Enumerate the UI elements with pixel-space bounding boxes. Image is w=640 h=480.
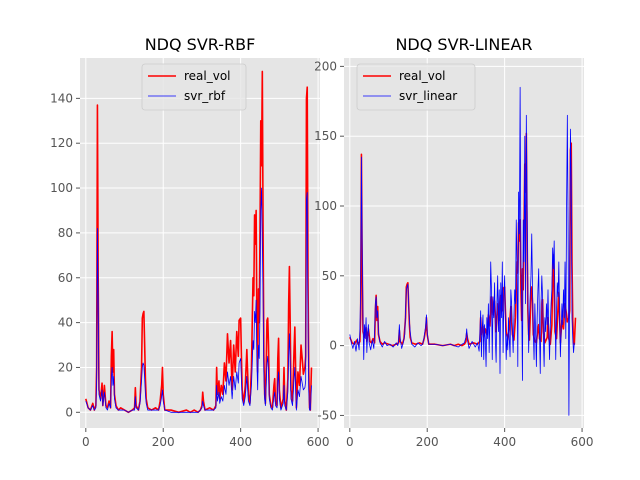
right-ytick-label: -50: [317, 408, 337, 422]
left-legend: real_vol svr_rbf: [141, 63, 247, 111]
right-ytick-label: 200: [314, 59, 337, 73]
right-ytick-label: 150: [314, 129, 337, 143]
right-xtick-label: 0: [346, 435, 354, 449]
right-ytick-label: 100: [314, 199, 337, 213]
right-ytick-label: 0: [329, 339, 337, 353]
right-xtick-label: 600: [571, 435, 594, 449]
left-chart: NDQ SVR-RBF: [145, 35, 256, 54]
right-legend-label-real_vol: real_vol: [399, 69, 446, 83]
right-legend-label-svr_linear: svr_linear: [399, 89, 457, 103]
right-chart: NDQ SVR-LINEAR: [395, 35, 532, 54]
left-ytick-label: 80: [58, 226, 73, 240]
left-plot-area: [80, 58, 320, 428]
right-chart-title: NDQ SVR-LINEAR: [395, 35, 532, 54]
left-plot: 0 200 400 600 0 20 40 60 80 100 120 140 real_vol svr_…: [50, 58, 330, 449]
left-legend-label-real_vol: real_vol: [184, 69, 231, 83]
left-ytick-label: 60: [58, 271, 73, 285]
left-xtick-label: 400: [229, 435, 252, 449]
left-ytick-label: 120: [50, 136, 73, 150]
right-series-svr_linear: [349, 86, 575, 416]
left-ytick-label: 140: [50, 91, 73, 105]
right-plot: 0 200 400 600 -50 0 50 100 150 200 real_vol svr_lin…: [314, 58, 594, 449]
left-series-svr_rbf: [85, 187, 312, 413]
left-ytick-label: 100: [50, 181, 73, 195]
right-ytick-label: 50: [322, 269, 337, 283]
left-ytick-label: 20: [58, 360, 73, 374]
left-ytick-label: 40: [58, 316, 73, 330]
left-xtick-label: 600: [307, 435, 330, 449]
left-xtick-label: 200: [152, 435, 175, 449]
left-legend-label-svr_rbf: svr_rbf: [184, 89, 226, 103]
right-legend: real_vol svr_linear: [356, 63, 476, 111]
left-chart-title: NDQ SVR-RBF: [145, 35, 256, 54]
left-xtick-label: 0: [82, 435, 90, 449]
right-xtick-label: 200: [416, 435, 439, 449]
right-plot-area: [344, 58, 584, 428]
left-ytick-label: 0: [65, 405, 73, 419]
right-xtick-label: 400: [493, 435, 516, 449]
